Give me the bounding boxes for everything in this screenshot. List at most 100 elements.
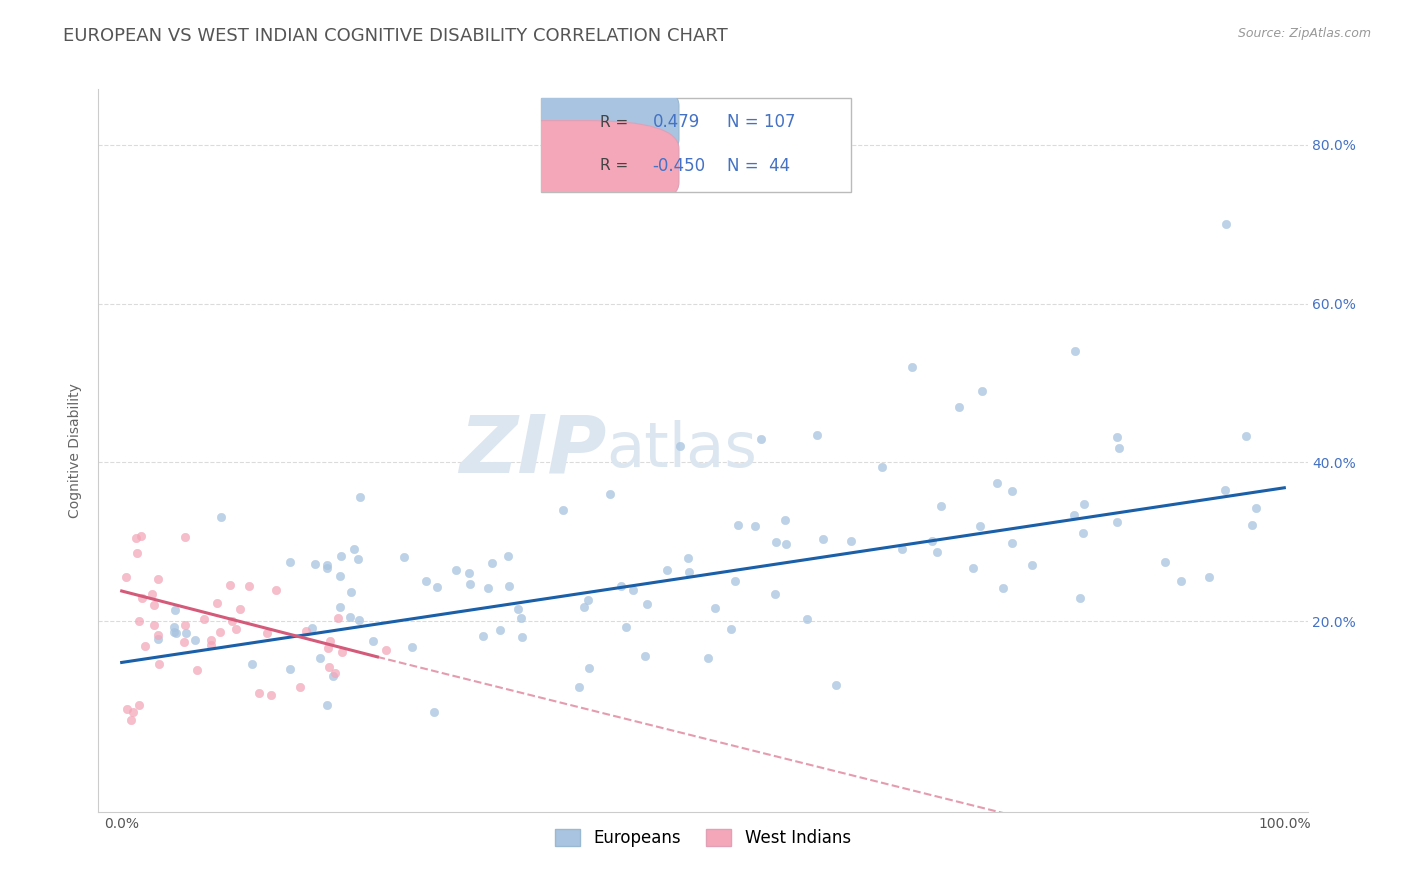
Point <box>426 580 449 594</box>
Point <box>290 680 312 694</box>
Point <box>986 476 1008 491</box>
Point <box>1234 428 1257 442</box>
Point <box>349 491 371 505</box>
Point <box>578 661 600 675</box>
Point <box>1215 217 1237 231</box>
Point <box>225 622 247 636</box>
Point <box>343 541 366 556</box>
Point <box>115 569 138 583</box>
Point <box>1000 483 1022 498</box>
Point <box>1107 430 1129 444</box>
Point <box>184 633 207 648</box>
Point <box>392 550 415 565</box>
Point <box>727 517 749 532</box>
Point <box>318 634 340 648</box>
Point <box>509 611 531 625</box>
Point <box>496 549 519 563</box>
Point <box>209 625 232 640</box>
Point <box>1244 501 1267 516</box>
Text: N = 107: N = 107 <box>727 113 796 131</box>
Point <box>200 638 222 652</box>
Point <box>308 650 330 665</box>
Point <box>1021 558 1043 573</box>
Point <box>993 581 1015 595</box>
Point <box>572 600 595 615</box>
Text: ZIP: ZIP <box>458 411 606 490</box>
Text: N =  44: N = 44 <box>727 157 790 175</box>
Point <box>193 612 215 626</box>
Point <box>330 645 353 659</box>
Point <box>1170 574 1192 588</box>
Text: 0.479: 0.479 <box>652 113 700 131</box>
Point <box>444 563 467 577</box>
Point <box>127 546 149 560</box>
Point <box>339 609 361 624</box>
Point <box>1213 483 1236 497</box>
Point <box>131 591 153 605</box>
Point <box>636 598 658 612</box>
Point <box>720 622 742 636</box>
Point <box>340 585 363 599</box>
Point <box>329 600 352 615</box>
Point <box>128 698 150 712</box>
Point <box>839 534 862 549</box>
Point <box>325 666 347 681</box>
Point <box>162 619 184 633</box>
Point <box>811 532 834 546</box>
Point <box>576 593 599 607</box>
Point <box>238 579 260 593</box>
Point <box>347 551 370 566</box>
Point <box>568 680 591 694</box>
Point <box>278 555 301 569</box>
Point <box>218 578 240 592</box>
Point <box>148 657 170 672</box>
Point <box>749 432 772 446</box>
Point <box>361 634 384 648</box>
Point <box>1198 569 1220 583</box>
Point <box>256 625 278 640</box>
Point <box>260 688 283 702</box>
Point <box>242 657 264 672</box>
Point <box>668 440 690 454</box>
Point <box>890 542 912 557</box>
Point <box>655 564 678 578</box>
Legend: Europeans, West Indians: Europeans, West Indians <box>548 822 858 854</box>
Point <box>921 534 943 549</box>
Point <box>328 611 350 625</box>
Point <box>131 529 153 543</box>
Point <box>796 611 818 625</box>
Point <box>489 623 512 637</box>
Y-axis label: Cognitive Disability: Cognitive Disability <box>69 383 83 518</box>
Point <box>678 565 700 579</box>
Text: EUROPEAN VS WEST INDIAN COGNITIVE DISABILITY CORRELATION CHART: EUROPEAN VS WEST INDIAN COGNITIVE DISABI… <box>63 27 728 45</box>
Point <box>209 510 232 524</box>
Text: atlas: atlas <box>606 420 758 481</box>
Point <box>422 705 444 719</box>
Point <box>614 619 637 633</box>
Point <box>599 487 621 501</box>
Point <box>676 551 699 566</box>
Text: R =: R = <box>600 115 628 130</box>
Text: -0.450: -0.450 <box>652 157 706 175</box>
Point <box>1001 536 1024 550</box>
Point <box>609 579 631 593</box>
FancyBboxPatch shape <box>541 98 851 192</box>
Point <box>329 568 352 582</box>
Point <box>174 618 197 632</box>
Point <box>703 601 725 615</box>
Point <box>948 400 970 414</box>
Point <box>775 513 797 527</box>
Point <box>295 624 318 639</box>
Point <box>633 648 655 663</box>
Point <box>1064 344 1087 359</box>
Point <box>1063 508 1085 522</box>
Point <box>143 598 166 612</box>
Point <box>962 561 984 575</box>
Point <box>146 572 169 586</box>
Point <box>498 579 520 593</box>
Point <box>763 587 786 601</box>
Point <box>458 577 481 591</box>
Point <box>330 549 353 564</box>
Point <box>316 558 339 573</box>
Point <box>1069 591 1091 606</box>
